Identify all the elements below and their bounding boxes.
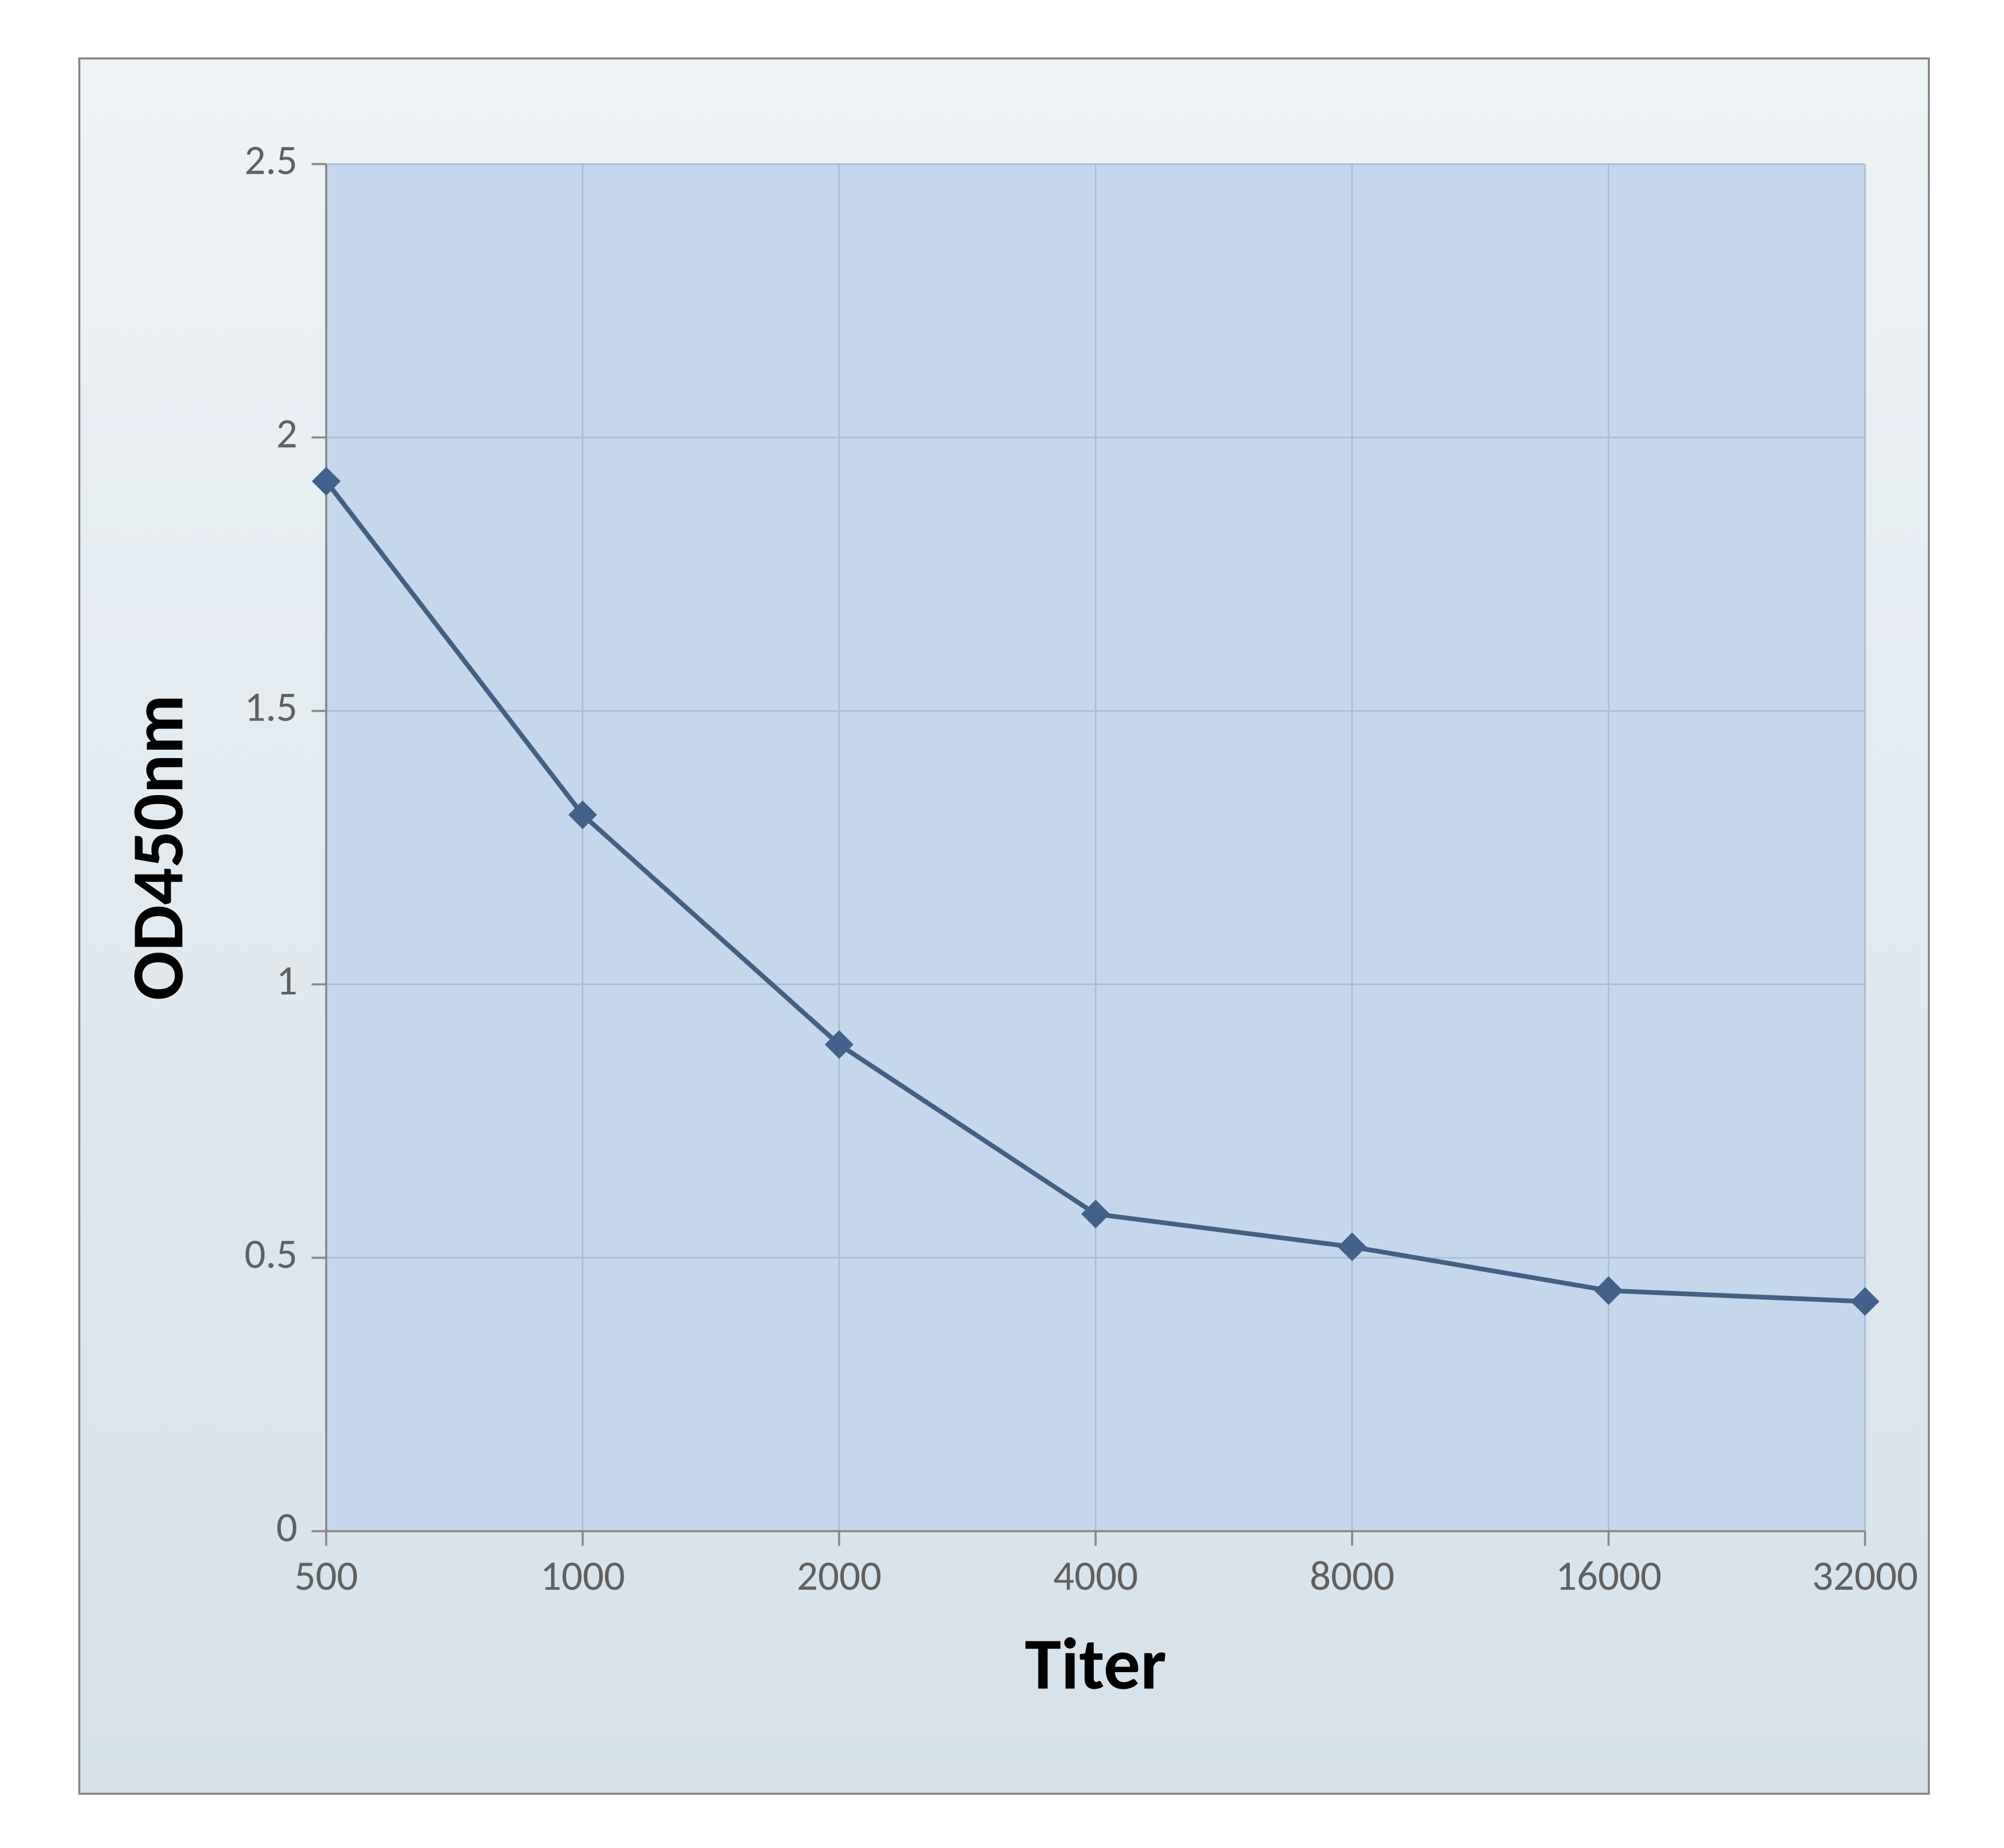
x-tick-label: 1000 <box>540 1550 625 1601</box>
x-tick-label: 500 <box>294 1550 358 1601</box>
x-axis-title: Titer <box>1025 1619 1166 1709</box>
y-tick-label: 0 <box>276 1502 297 1553</box>
y-tick-label: 1.5 <box>244 681 297 733</box>
y-tick-label: 1 <box>276 955 297 1006</box>
chart-panel: 0 0.5 1 1.5 2 2.5 500 1000 2000 4000 8000 16000 3200… <box>78 57 1930 1795</box>
y-tick-label: 2.5 <box>244 135 297 186</box>
x-tick-label: 2000 <box>797 1550 882 1601</box>
x-tick-label: 4000 <box>1053 1550 1138 1601</box>
chart-frame: 0 0.5 1 1.5 2 2.5 500 1000 2000 4000 8000 16000 3200… <box>0 0 2004 1848</box>
line-chart: 0 0.5 1 1.5 2 2.5 500 1000 2000 4000 8000 16000 3200… <box>80 59 1928 1793</box>
x-tick-label: 32000 <box>1812 1550 1918 1601</box>
y-tick-label: 2 <box>276 408 297 459</box>
x-tick-label: 8000 <box>1310 1550 1395 1601</box>
y-tick-label: 0.5 <box>244 1228 297 1279</box>
x-tick-label: 16000 <box>1556 1550 1662 1601</box>
y-axis-title: OD450nm <box>112 695 202 1001</box>
